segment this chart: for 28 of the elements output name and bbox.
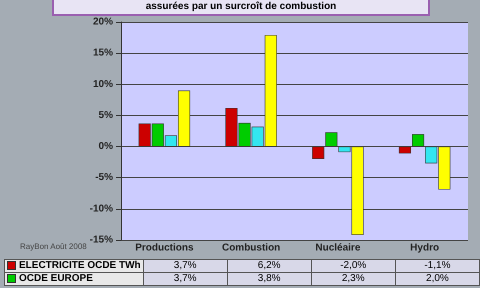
legend-label: ELECTRICITE OCDE TWh: [4, 260, 144, 272]
y-tick-label: 10%: [92, 78, 114, 90]
data-label: 6,2%: [227, 260, 312, 272]
bar: [325, 132, 338, 147]
x-tick-label: Nucléaire: [315, 242, 361, 254]
data-label: 3,8%: [227, 272, 312, 286]
chart-title: assurées par un surcroît de combustion: [52, 0, 430, 16]
y-tick-label: 20%: [92, 16, 114, 28]
y-tick-label: -10%: [90, 203, 114, 214]
legend-label: OCDE EUROPE: [4, 272, 144, 286]
x-tick-label: Combustion: [222, 242, 280, 254]
bar: [312, 146, 324, 160]
data-label: 3,7%: [143, 272, 228, 286]
y-tick-label: 5%: [98, 110, 114, 121]
bar: [398, 146, 412, 154]
data-label: 2,3%: [311, 272, 396, 286]
x-tick-label: Productions: [135, 242, 194, 254]
y-tick-label: 0%: [98, 141, 114, 152]
data-label: -2,0%: [311, 260, 396, 272]
y-tick-label: -15%: [90, 234, 114, 246]
bar: [412, 134, 424, 147]
data-label: -1,1%: [395, 260, 480, 272]
x-tick-label: Hydro: [410, 242, 440, 254]
data-label: 2,0%: [395, 272, 480, 286]
y-tick-label: -5%: [95, 172, 114, 184]
y-tick-label: 15%: [92, 48, 114, 59]
data-label: 3,7%: [143, 260, 228, 272]
text: RayBon Août 2008: [20, 242, 87, 251]
